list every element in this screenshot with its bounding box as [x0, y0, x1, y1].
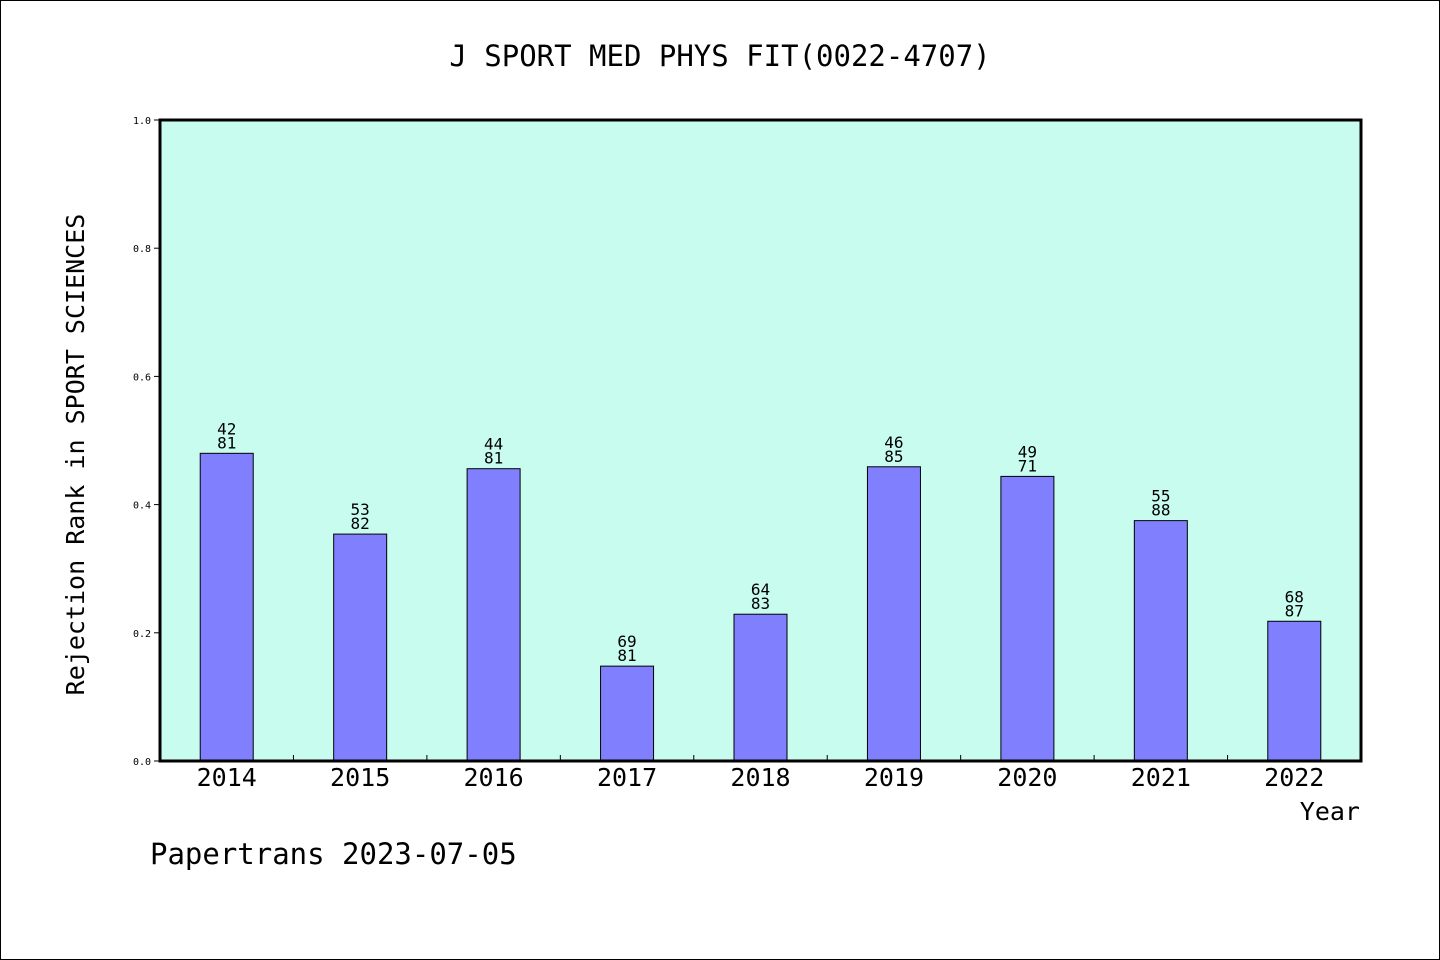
data-label-bottom: 82 [351, 514, 370, 533]
footer-text: Papertrans 2023-07-05 [150, 837, 517, 871]
x-tick-label: 2017 [597, 763, 657, 792]
data-label-top: 49 [1018, 442, 1037, 461]
y-tick-label: 1.0 [133, 116, 151, 127]
bar-2021 [1133, 520, 1188, 762]
bar-2014 [199, 452, 254, 762]
data-label-bottom: 81 [484, 449, 503, 468]
bar-2020 [1000, 475, 1055, 762]
data-label-top: 53 [351, 500, 370, 519]
bar-2017 [600, 665, 655, 762]
data-label-bottom: 81 [217, 433, 236, 452]
bar-2022 [1267, 620, 1322, 762]
bar-2019 [866, 466, 921, 762]
bar-2015 [333, 533, 388, 762]
plot-border [158, 118, 1363, 763]
x-tick-label: 2018 [730, 763, 790, 792]
y-tick-label: 0.6 [133, 372, 151, 383]
y-axis-label: Rejection Rank in SPORT SCIENCES [61, 214, 90, 696]
y-tick-label: 0.2 [133, 629, 151, 640]
x-tick-label: 2015 [330, 763, 390, 792]
x-axis-label: Year [1300, 797, 1360, 826]
data-label-top: 42 [217, 419, 236, 438]
x-tick-label: 2020 [997, 763, 1057, 792]
bar-2018 [733, 613, 788, 762]
x-tick-label: 2014 [197, 763, 257, 792]
data-label-bottom: 83 [751, 594, 770, 613]
data-label-top: 68 [1285, 587, 1304, 606]
data-label-top: 44 [484, 435, 503, 454]
data-label-bottom: 87 [1285, 601, 1304, 620]
data-label-bottom: 81 [617, 646, 636, 665]
x-tick-label: 2021 [1131, 763, 1191, 792]
data-label-top: 55 [1151, 487, 1170, 506]
data-label-top: 64 [751, 580, 770, 599]
data-label-bottom: 71 [1018, 456, 1037, 475]
data-label-bottom: 85 [884, 447, 903, 466]
data-label-bottom: 88 [1151, 501, 1170, 520]
y-tick-label: 0.4 [133, 501, 151, 512]
data-label-top: 69 [617, 632, 636, 651]
chart-title: J SPORT MED PHYS FIT(0022-4707) [449, 39, 990, 73]
y-tick-label: 0.0 [133, 757, 151, 768]
x-tick-label: 2019 [864, 763, 924, 792]
x-tick-label: 2016 [464, 763, 524, 792]
x-tick-label: 2022 [1264, 763, 1324, 792]
bar-2016 [466, 468, 521, 762]
data-label-top: 46 [884, 433, 903, 452]
y-tick-label: 0.8 [133, 244, 151, 255]
